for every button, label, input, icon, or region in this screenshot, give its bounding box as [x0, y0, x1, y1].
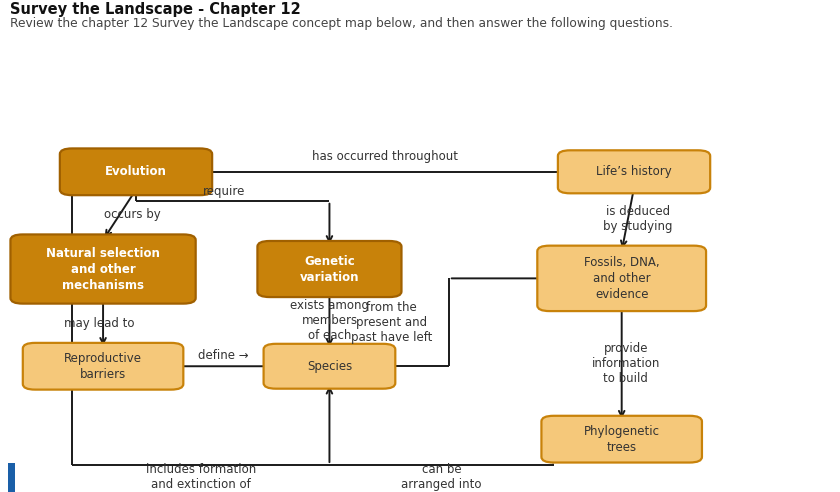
Text: provide
information
to build: provide information to build	[591, 342, 660, 385]
Text: Evolution: Evolution	[105, 165, 167, 178]
Text: from the
present and
past have left: from the present and past have left	[350, 301, 432, 344]
Text: Fossils, DNA,
and other
evidence: Fossils, DNA, and other evidence	[584, 256, 659, 301]
Text: Species: Species	[307, 360, 352, 373]
FancyBboxPatch shape	[23, 343, 183, 390]
Text: require: require	[203, 185, 245, 198]
Bar	[8, 463, 15, 492]
Text: Life’s history: Life’s history	[596, 165, 672, 178]
Text: define →: define →	[198, 348, 249, 362]
FancyBboxPatch shape	[257, 241, 402, 297]
Text: exists among
members
of each: exists among members of each	[290, 299, 369, 342]
Text: occurs by: occurs by	[103, 208, 160, 221]
FancyBboxPatch shape	[558, 151, 710, 193]
Text: includes formation
and extinction of: includes formation and extinction of	[145, 462, 256, 491]
Text: Natural selection
and other
mechanisms: Natural selection and other mechanisms	[46, 246, 160, 292]
Text: Genetic
variation: Genetic variation	[300, 254, 360, 283]
FancyBboxPatch shape	[60, 149, 213, 195]
FancyBboxPatch shape	[538, 246, 706, 311]
FancyBboxPatch shape	[264, 344, 396, 389]
Text: can be
arranged into: can be arranged into	[402, 462, 482, 491]
Text: Survey the Landscape - Chapter 12: Survey the Landscape - Chapter 12	[10, 2, 301, 17]
FancyBboxPatch shape	[542, 416, 702, 462]
Text: is deduced
by studying: is deduced by studying	[603, 206, 673, 234]
Text: may lead to: may lead to	[64, 317, 134, 330]
Text: has occurred throughout: has occurred throughout	[312, 151, 458, 163]
FancyBboxPatch shape	[10, 235, 196, 304]
Text: Review the chapter 12 Survey the Landscape concept map below, and then answer th: Review the chapter 12 Survey the Landsca…	[10, 17, 673, 30]
Text: Reproductive
barriers: Reproductive barriers	[64, 352, 142, 381]
Text: Phylogenetic
trees: Phylogenetic trees	[584, 425, 659, 454]
